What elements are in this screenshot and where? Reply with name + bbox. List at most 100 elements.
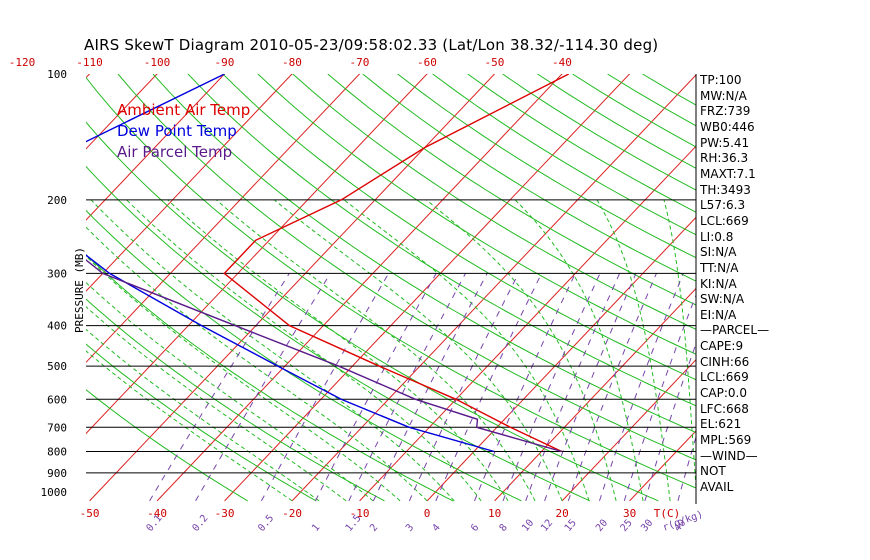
mixing-ratio-line (525, 273, 621, 502)
dry-adiabat-line (642, 74, 696, 106)
stat-line: LFC:668 (700, 401, 749, 416)
stat-line: EL:621 (700, 417, 742, 432)
stat-line: L57:6.3 (700, 198, 746, 213)
mixing-ratio-line (474, 273, 576, 502)
ambient-temp-line (223, 74, 570, 453)
isotherm-line (86, 74, 226, 221)
stat-line: —WIND— (700, 448, 758, 463)
mixing-ratio-line (644, 342, 696, 502)
dry-adiabat-line (152, 74, 696, 434)
parcel-temp-line (86, 259, 562, 453)
moist-adiabat-line (86, 255, 401, 502)
bottom-temp-tick-label: 10 (488, 507, 501, 520)
stat-line: CAP:0.0 (700, 386, 747, 400)
stat-line: CAPE:9 (700, 339, 744, 354)
moist-adiabat-line (86, 328, 320, 502)
moist-adiabat-line (86, 306, 347, 502)
stat-line: RH:36.3 (700, 151, 749, 166)
isotherm-line (224, 74, 631, 502)
pressure-tick-label: 600 (47, 393, 67, 406)
dewpoint-line (86, 74, 495, 453)
mixing-ratio-line (372, 273, 488, 502)
pressure-tick-label: 400 (47, 320, 67, 333)
moist-adiabat-line (343, 199, 590, 502)
stat-line: TT:N/A (700, 260, 739, 275)
dry-adiabat-line (397, 74, 696, 259)
grid-layer (86, 74, 696, 502)
pressure-tick-label: 300 (47, 267, 67, 280)
mixing-ratio-tick-label: 0.5 (256, 513, 276, 534)
mixing-ratio-tick-label: 15 (563, 518, 579, 534)
mixing-ratio-line (502, 273, 601, 502)
mixing-ratio-line (260, 273, 390, 502)
dry-adiabat-line (86, 121, 659, 502)
pressure-tick-label: 100 (47, 68, 67, 81)
stat-line: MW:N/A (700, 88, 747, 103)
y-axis-label: PRESSURE (MB) (73, 247, 86, 333)
moist-adiabat-line (86, 350, 293, 502)
mixing-ratio-line (599, 273, 684, 502)
mixing-ratio-line (623, 293, 696, 502)
dry-adiabat-line (432, 74, 696, 236)
stat-line: FRZ:739 (700, 104, 751, 119)
moist-adiabat-line (167, 199, 509, 502)
dry-adiabat-line (222, 74, 696, 381)
isotherm-line (86, 74, 158, 150)
dry-adiabat-line (502, 74, 696, 191)
moist-adiabat-line (596, 199, 671, 501)
stat-line: WB0:446 (700, 120, 755, 134)
dry-adiabat-line (327, 74, 696, 306)
top-temp-tick-label: -120 (9, 56, 36, 69)
dry-adiabat-line (362, 74, 696, 282)
pressure-tick-label: 800 (47, 445, 67, 458)
dry-adiabat-line (86, 343, 317, 502)
pressure-tick-label: 200 (47, 194, 67, 207)
dry-adiabat-line (467, 74, 696, 213)
bottom-temp-tick-label: 0 (424, 507, 431, 520)
stat-line: MPL:569 (700, 432, 752, 447)
mixing-ratio-line (435, 273, 543, 502)
moist-adiabat-line (90, 199, 455, 502)
dry-adiabat-line (86, 165, 591, 502)
legend-parcel: Air Parcel Temp (117, 143, 233, 161)
bottom-temp-tick-label: 20 (555, 507, 568, 520)
stat-line: LCL:669 (700, 213, 749, 228)
mixing-ratio-line (348, 273, 466, 502)
mixing-ratio-line (567, 273, 657, 502)
dry-adiabat-line (117, 74, 696, 461)
stat-line: PW:5.41 (700, 135, 750, 150)
top-temp-tick-label: -80 (282, 56, 302, 69)
mixing-ratio-line (408, 273, 519, 502)
temp-unit-label: T(C) (654, 507, 681, 520)
legend-dewpoint: Dew Point Temp (117, 122, 237, 140)
moist-adiabat-line (126, 199, 482, 502)
isotherm-line (86, 74, 293, 292)
stat-line: AVAIL (700, 479, 734, 494)
dry-adiabat-line (86, 253, 454, 502)
pressure-tick-label: 700 (47, 421, 67, 434)
bottom-temp-tick-label: -10 (350, 507, 370, 520)
dry-adiabat-line (257, 74, 696, 355)
moist-adiabat-line (425, 199, 617, 502)
stat-line: TH:3493 (700, 182, 751, 197)
isobar-layer (86, 74, 697, 504)
top-temp-tick-label: -90 (215, 56, 235, 69)
stat-line: —PARCEL— (700, 323, 770, 338)
stat-line: LCL:669 (700, 370, 749, 385)
stat-line: CINH:66 (700, 354, 750, 369)
mixing-ratio-tick-label: 10 (520, 518, 536, 534)
mixing-ratio-tick-label: 25 (619, 518, 635, 534)
pressure-tick-label: 500 (47, 360, 67, 373)
bottom-temp-tick-label: -50 (80, 507, 100, 520)
mixing-ratio-tick-label: 1 (310, 522, 322, 534)
moist-adiabat-line (514, 199, 644, 502)
mixing-ratio-line (195, 273, 331, 502)
stat-line: SW:N/A (700, 292, 745, 307)
top-temp-tick-label: -60 (417, 56, 437, 69)
mixing-ratio-line (149, 273, 290, 502)
top-temp-tick-label: -100 (144, 56, 171, 69)
isotherm-line (561, 358, 696, 502)
isotherm-line (89, 74, 496, 502)
isotherm-line (86, 74, 428, 435)
